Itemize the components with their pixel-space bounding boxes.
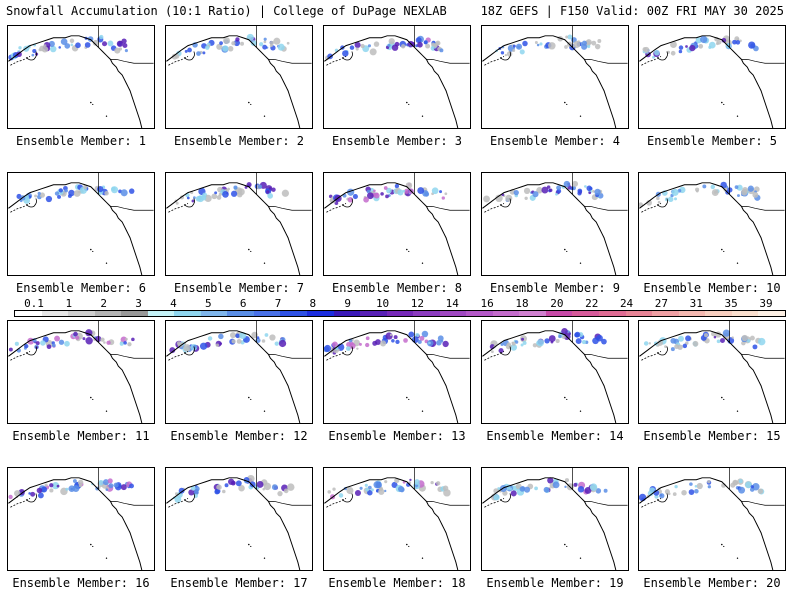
ensemble-member-label: Ensemble Member: 17 <box>170 576 308 590</box>
ensemble-member-label: Ensemble Member: 18 <box>328 576 466 590</box>
colorbar-tick-label: 4 <box>170 297 177 310</box>
colorbar-tick-label: 18 <box>515 297 529 310</box>
colorbar-tick-label: 8 <box>309 297 317 310</box>
ensemble-member-label: Ensemble Member: 16 <box>12 576 150 590</box>
colorbar-swatch <box>333 311 361 316</box>
ensemble-map-panel <box>323 467 471 571</box>
ensemble-member-label: Ensemble Member: 19 <box>486 576 624 590</box>
colorbar-swatch <box>360 311 387 316</box>
ensemble-member-label: Ensemble Member: 13 <box>328 429 466 443</box>
ensemble-map-panel <box>638 467 786 571</box>
ensemble-member-label: Ensemble Member: 5 <box>646 134 778 148</box>
ensemble-member-label: Ensemble Member: 4 <box>489 134 621 148</box>
colorbar-swatch <box>413 311 440 316</box>
ensemble-member-label: Ensemble Member: 20 <box>643 576 781 590</box>
colorbar-swatch <box>439 311 467 316</box>
ensemble-member-label: Ensemble Member: 7 <box>173 281 305 295</box>
colorbar-swatch <box>599 311 626 316</box>
colorbar-swatch <box>386 311 414 316</box>
colorbar-tick-label: 10 <box>375 297 390 310</box>
ensemble-map-panel <box>7 320 155 424</box>
colorbar-swatch <box>307 311 334 316</box>
colorbar-tick-label: 14 <box>445 297 459 310</box>
colorbar-swatch <box>94 311 122 316</box>
colorbar-tick-label: 31 <box>689 297 703 310</box>
colorbar-tick-label: 9 <box>344 297 352 310</box>
ensemble-map-panel <box>165 467 313 571</box>
ensemble-map-panel <box>481 25 629 129</box>
colorbar-tick-label: 7 <box>274 297 282 310</box>
colorbar-tick-label: 3 <box>135 297 142 310</box>
colorbar-swatch <box>705 311 732 316</box>
colorbar-tick-label: 22 <box>585 297 599 310</box>
colorbar-swatch <box>731 311 759 316</box>
ensemble-map-panel <box>7 172 155 276</box>
colorbar-swatch <box>519 311 546 316</box>
colorbar-swatch <box>227 311 254 316</box>
colorbar-tick-label: 6 <box>239 297 247 310</box>
ensemble-member-label: Ensemble Member: 6 <box>15 281 147 295</box>
colorbar-tick-label: 35 <box>724 297 738 310</box>
colorbar-swatch <box>492 311 520 316</box>
colorbar-swatch <box>625 311 653 316</box>
ensemble-member-label: Ensemble Member: 15 <box>643 429 781 443</box>
ensemble-map-panel <box>481 172 629 276</box>
map-title: Snowfall Accumulation (10:1 Ratio) | Col… <box>6 4 447 18</box>
ensemble-map-panel <box>638 172 786 276</box>
ensemble-member-label: Ensemble Member: 12 <box>170 429 308 443</box>
ensemble-member-label: Ensemble Member: 10 <box>643 281 781 295</box>
run-valid-time: 18Z GEFS | F150 Valid: 00Z FRI MAY 30 20… <box>480 4 784 18</box>
colorbar-swatch <box>147 311 175 316</box>
colorbar-tick-label: 2 <box>100 297 108 310</box>
colorbar-swatch <box>41 311 69 316</box>
colorbar-tick-label: 16 <box>480 297 494 310</box>
ensemble-map-panel <box>165 172 313 276</box>
colorbar-tick-label: 5 <box>204 297 212 310</box>
ensemble-member-label: Ensemble Member: 9 <box>489 281 621 295</box>
ensemble-map-panel <box>323 320 471 424</box>
ensemble-member-label: Ensemble Member: 11 <box>12 429 150 443</box>
ensemble-map-panel <box>165 25 313 129</box>
colorbar-tick-label: 12 <box>410 297 425 310</box>
colorbar-tick-label: 1 <box>65 297 73 310</box>
colorbar-swatch <box>758 311 785 316</box>
ensemble-map-panel <box>638 25 786 129</box>
colorbar-swatch <box>678 311 706 316</box>
ensemble-member-label: Ensemble Member: 14 <box>486 429 624 443</box>
colorbar-swatch <box>200 311 228 316</box>
colorbar-swatch <box>545 311 573 316</box>
ensemble-member-label: Ensemble Member: 3 <box>331 134 463 148</box>
colorbar-swatch <box>121 311 148 316</box>
ensemble-map-panel <box>7 25 155 129</box>
ensemble-member-label: Ensemble Member: 2 <box>173 134 305 148</box>
colorbar-tick-label: 20 <box>550 297 564 310</box>
colorbar-tick-label: 27 <box>654 297 669 310</box>
ensemble-map-panel <box>7 467 155 571</box>
ensemble-map-panel <box>323 172 471 276</box>
ensemble-member-label: Ensemble Member: 8 <box>331 281 463 295</box>
ensemble-member-label: Ensemble Member: 1 <box>15 134 147 148</box>
colorbar-swatch <box>652 311 679 316</box>
colorbar-tick-label: 39 <box>759 297 773 310</box>
colorbar-swatch <box>280 311 308 316</box>
colorbar-swatch <box>15 311 42 316</box>
colorbar-swatch <box>253 311 281 316</box>
ensemble-map-panel <box>638 320 786 424</box>
ensemble-map-panel <box>481 467 629 571</box>
colorbar-swatch <box>68 311 95 316</box>
ensemble-map-panel <box>481 320 629 424</box>
ensemble-map-panel <box>323 25 471 129</box>
colorbar-swatch <box>174 311 201 316</box>
colorbar-swatch <box>572 311 600 316</box>
colorbar-tick-label: 24 <box>619 297 634 310</box>
colorbar-tick-label: 0.1 <box>24 297 44 310</box>
colorbar-labels: 0.1 1 2 3 4 5 6 7 8 9 10 12 14 16 18 20 22 24 27 31 35 39 <box>14 297 786 310</box>
ensemble-map-panel <box>165 320 313 424</box>
colorbar-swatch <box>466 311 493 316</box>
snowfall-colorbar <box>14 310 786 317</box>
